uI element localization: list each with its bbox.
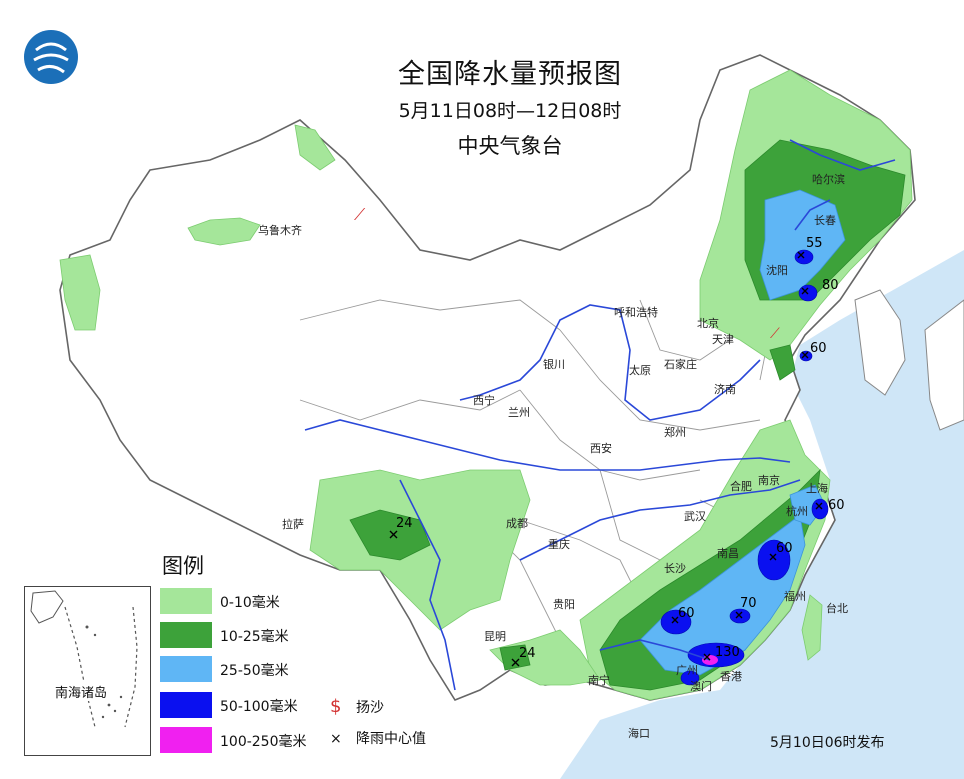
issued-time: 5月10日06时发布 xyxy=(770,735,885,751)
legend-swatch xyxy=(160,588,212,614)
city-label: 合肥 xyxy=(730,480,752,493)
city-label: 西安 xyxy=(590,442,612,455)
japan-land xyxy=(924,299,964,431)
legend-symbol-label: 降雨中心值 xyxy=(356,731,426,747)
city-label: 郑州 xyxy=(664,426,686,439)
legend-label: 25-50毫米 xyxy=(220,663,289,679)
city-label: 武汉 xyxy=(684,510,706,523)
city-label: 重庆 xyxy=(548,538,570,551)
city-label: 兰州 xyxy=(508,406,530,419)
city-label: 西宁 xyxy=(473,394,495,407)
rain-center-value: 24 xyxy=(519,646,536,661)
rain-center-markers xyxy=(389,251,823,667)
rain-band-very-heavy xyxy=(660,249,829,686)
city-label: 北京 xyxy=(697,317,719,330)
legend-item: 100-250毫米 xyxy=(160,727,360,753)
legend-label: 10-25毫米 xyxy=(220,629,289,645)
rain-center-value: 60 xyxy=(776,541,793,556)
sand-icon: ⟋ xyxy=(770,326,780,342)
legend-swatch xyxy=(160,692,212,718)
city-label: 银川 xyxy=(543,358,565,371)
cross-icon: × xyxy=(330,731,342,747)
city-label: 广州 xyxy=(676,664,698,677)
city-label: 南宁 xyxy=(588,674,610,687)
legend-item: 0-10毫米 xyxy=(160,588,360,614)
legend-symbol-center: × 降雨中心值 xyxy=(330,728,426,748)
city-label: 上海 xyxy=(806,482,828,495)
city-label: 贵阳 xyxy=(553,598,575,611)
legend-item: 10-25毫米 xyxy=(160,622,360,648)
city-label: 乌鲁木齐 xyxy=(258,224,302,237)
city-label: 太原 xyxy=(629,364,651,377)
city-label: 南京 xyxy=(758,474,780,487)
city-label: 沈阳 xyxy=(766,264,788,277)
city-label: 长春 xyxy=(814,214,836,227)
city-label: 杭州 xyxy=(786,505,808,518)
legend-swatch xyxy=(160,727,212,753)
legend-item: 25-50毫米 xyxy=(160,656,360,682)
legend-title: 图例 xyxy=(162,554,204,578)
city-label: 天津 xyxy=(712,333,734,346)
legend-symbol-sand: $ 扬沙 xyxy=(330,696,384,717)
rain-center-value: 60 xyxy=(678,606,695,621)
inset-label: 南海诸岛 xyxy=(55,682,108,701)
city-label: 南昌 xyxy=(717,547,739,560)
legend-swatch xyxy=(160,656,212,682)
city-label: 福州 xyxy=(784,590,806,603)
city-label: 成都 xyxy=(506,517,528,530)
city-label: 海口 xyxy=(628,727,650,740)
city-label: 济南 xyxy=(714,383,736,396)
map-agency: 中央气象台 xyxy=(457,134,563,158)
sand-icon: ⟋ xyxy=(354,205,366,224)
cma-logo xyxy=(22,28,80,86)
rain-center-value: 60 xyxy=(828,498,845,513)
rain-center-value: 130 xyxy=(715,645,740,660)
rain-center-value: 60 xyxy=(810,341,827,356)
city-label: 澳门 xyxy=(690,680,712,693)
city-label: 香港 xyxy=(720,670,742,683)
south-china-sea-inset: 南海诸岛 xyxy=(24,586,151,756)
city-label: 拉萨 xyxy=(282,518,304,531)
city-label: 昆明 xyxy=(484,630,506,643)
legend-item: 50-100毫米 xyxy=(160,692,360,718)
rain-center-value: 70 xyxy=(740,596,757,611)
sand-icon: $ xyxy=(330,696,342,717)
sea-area xyxy=(560,250,964,779)
legend-label: 100-250毫米 xyxy=(220,734,307,750)
city-label: 呼和浩特 xyxy=(614,306,658,319)
map-period: 5月11日08时—12日08时 xyxy=(398,100,622,122)
rain-center-value: 55 xyxy=(806,236,823,251)
city-label: 石家庄 xyxy=(664,358,697,371)
rivers xyxy=(304,139,896,691)
korea-land xyxy=(854,289,906,396)
city-label: 哈尔滨 xyxy=(812,173,845,186)
legend-label: 50-100毫米 xyxy=(220,699,298,715)
rain-center-value: 80 xyxy=(822,278,839,293)
rain-center-value: 24 xyxy=(396,516,413,531)
city-label: 台北 xyxy=(826,602,848,615)
city-label: 长沙 xyxy=(664,562,686,575)
legend-swatch xyxy=(160,622,212,648)
legend-label: 0-10毫米 xyxy=(220,595,280,611)
legend-symbol-label: 扬沙 xyxy=(356,700,384,716)
map-title: 全国降水量预报图 xyxy=(398,59,622,90)
